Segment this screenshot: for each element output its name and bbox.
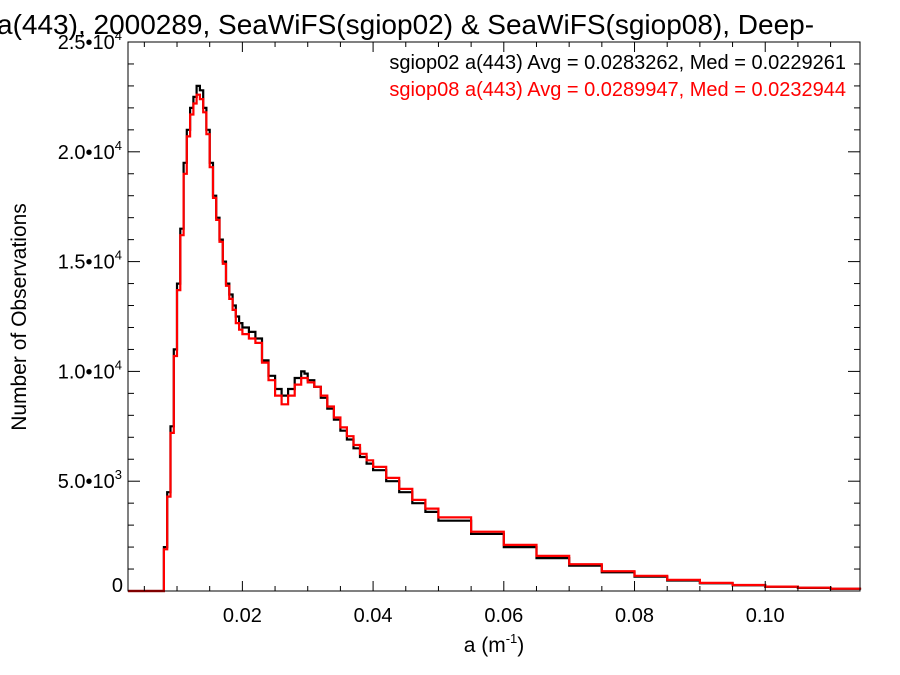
y-tick-label: 2.0•104: [58, 138, 122, 164]
legend-entry-sgiop08: sgiop08 a(443) Avg = 0.0289947, Med = 0.…: [389, 79, 846, 101]
y-tick-labels: 0 5.0•103 1.0•104 1.5•104 2.0•104 2.5•104: [58, 28, 123, 597]
x-tick-label: 0.02: [223, 605, 262, 627]
plot-frame: [127, 41, 861, 592]
y-tick-label: 5.0•103: [58, 467, 122, 493]
x-tick-label: 0.06: [484, 605, 523, 627]
y-tick-label: 1.0•104: [58, 357, 122, 383]
legend-entry-sgiop02: sgiop02 a(443) Avg = 0.0283262, Med = 0.…: [389, 52, 846, 74]
x-axis-label-exponent: -1: [506, 631, 518, 646]
x-tick-label: 0.04: [354, 605, 393, 627]
x-axis-label: a (m-1): [464, 631, 525, 657]
y-tick-label: 1.5•104: [58, 248, 122, 274]
series-layer: [128, 84, 862, 593]
x-tick-label: 0.08: [615, 605, 654, 627]
legend: sgiop02 a(443) Avg = 0.0283262, Med = 0.…: [389, 52, 846, 101]
x-axis-label-end: ): [517, 634, 524, 657]
series-line-sgiop02: [128, 84, 862, 593]
plot-area: 0 5.0•103 1.0•104 1.5•104 2.0•104 2.5•104 0.0…: [58, 28, 862, 627]
x-axis-label-main: a (m: [464, 634, 506, 657]
chart-title: a(443), 2000289, SeaWiFS(sgiop02) & SeaW…: [0, 9, 814, 40]
y-axis-label: Number of Observations: [8, 203, 31, 431]
y-tick-label: 0: [112, 575, 123, 597]
y-tick-label: 2.5•104: [58, 28, 122, 54]
x-tick-label: 0.10: [746, 605, 785, 627]
tick-marks: [128, 41, 860, 592]
x-tick-labels: 0.02 0.04 0.06 0.08 0.10: [223, 605, 785, 627]
series-line-sgiop08: [128, 93, 862, 593]
